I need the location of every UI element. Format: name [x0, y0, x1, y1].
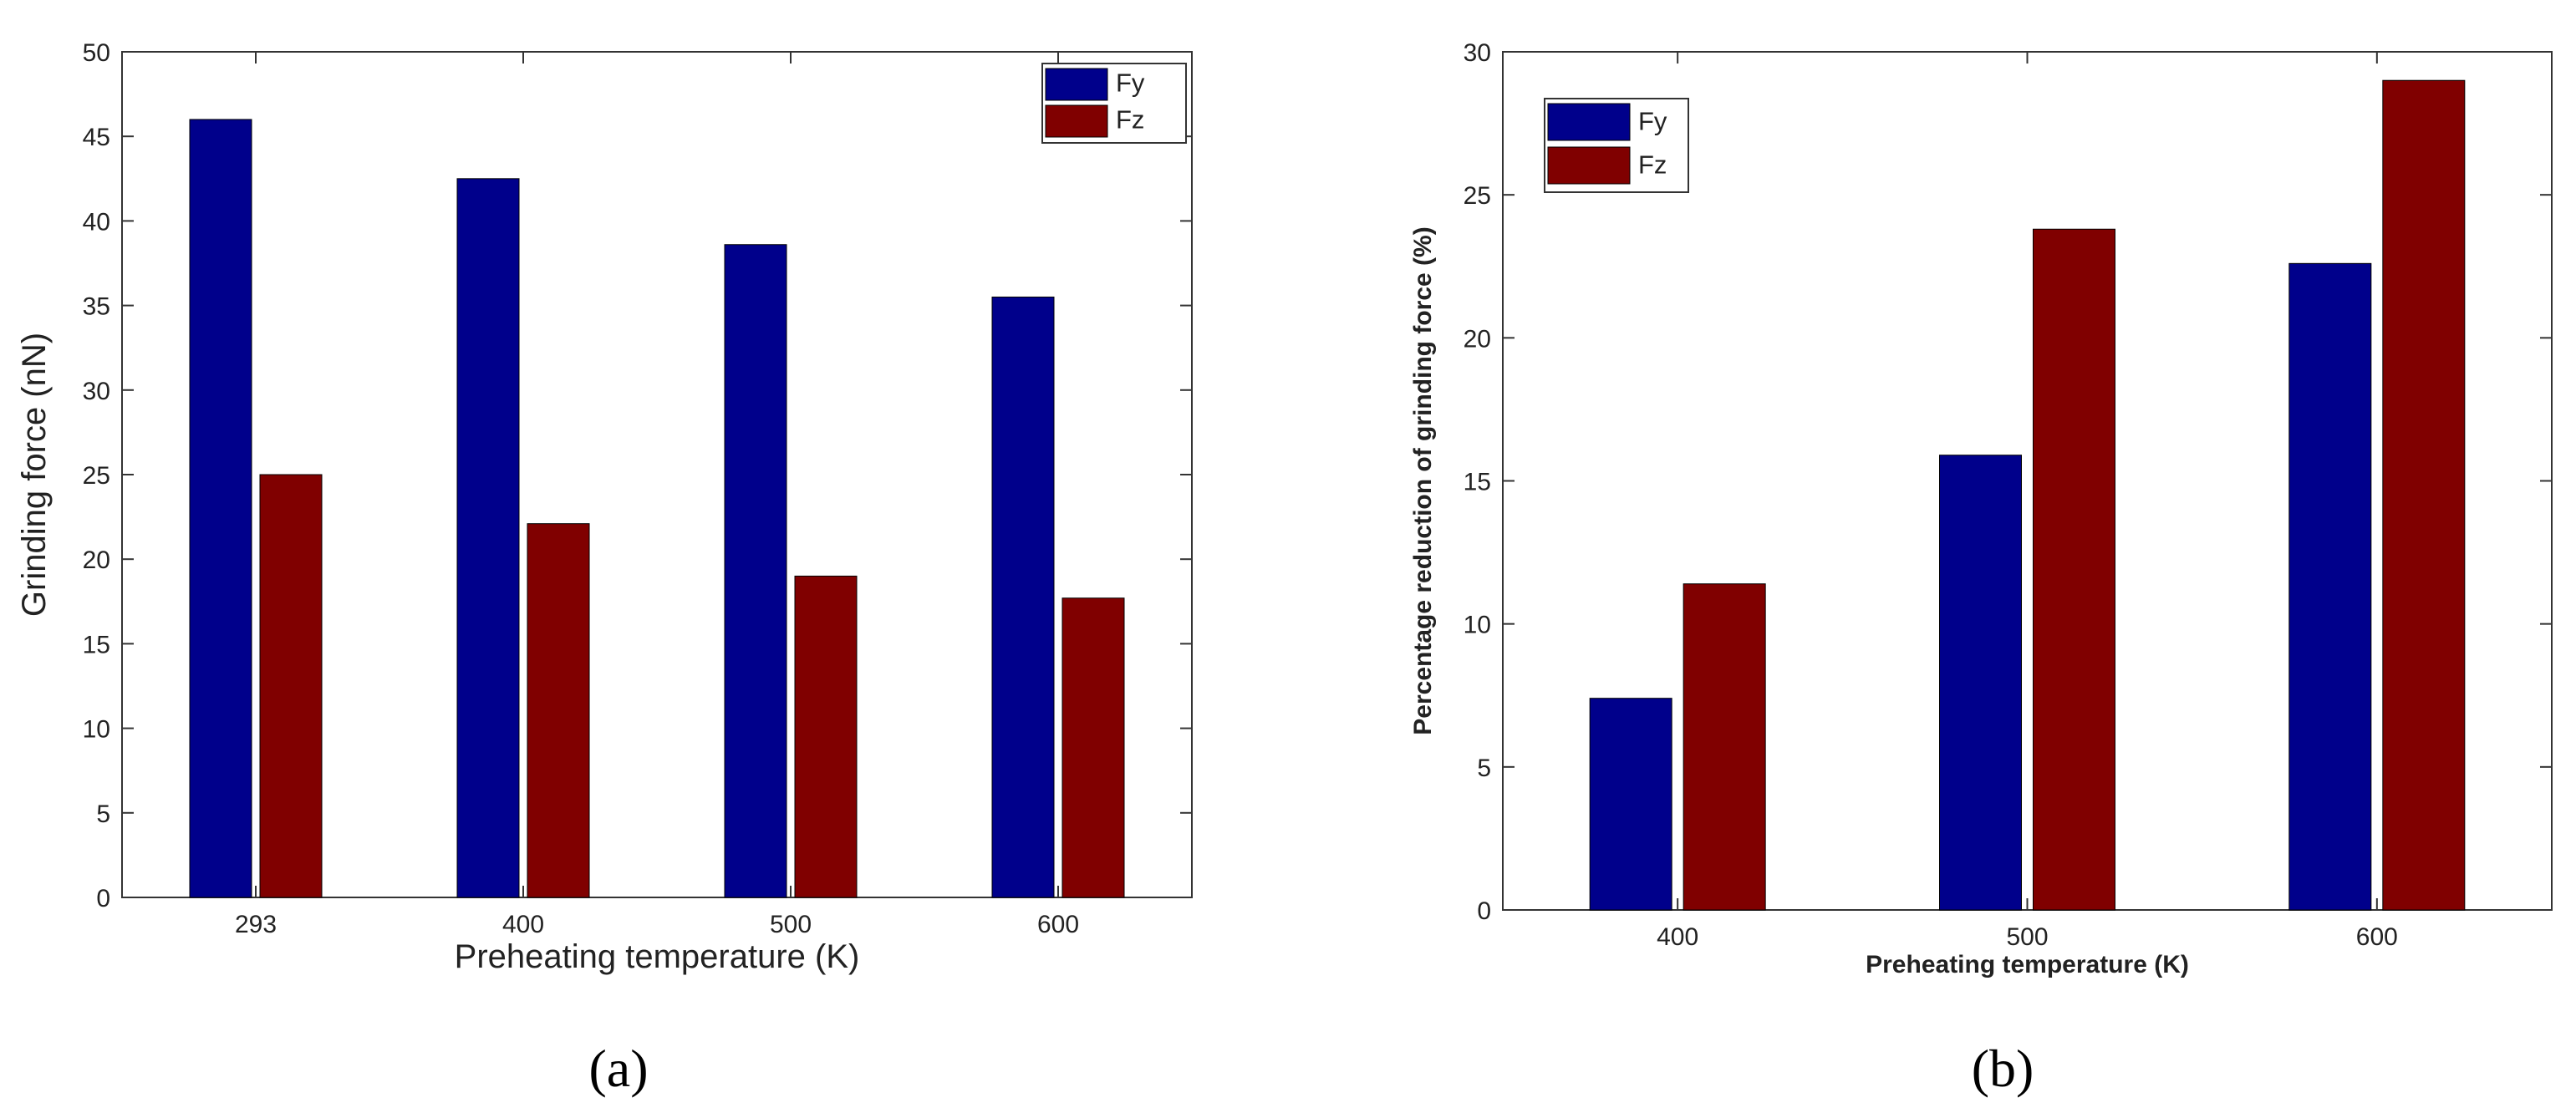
- x-tick-label: 400: [1657, 923, 1698, 951]
- bar-fy-600: [2288, 262, 2372, 911]
- chart-b: 0 5 10 15 20 25 30 400 500 600 Preheating temperat…: [1409, 39, 2553, 1098]
- x-tick-label: 500: [770, 911, 812, 938]
- y-tick-label: 30: [1464, 39, 1491, 67]
- y-tick-label: 50: [83, 39, 110, 67]
- y-axis-title: Percentage reduction of grinding force (…: [1409, 226, 1437, 734]
- y-tick-label: 25: [83, 462, 110, 490]
- bar-fz-500: [794, 575, 858, 898]
- x-tick-label: 400: [502, 911, 544, 938]
- legend-swatch-fy: [1547, 103, 1631, 141]
- bar-fy-500: [1939, 455, 2022, 911]
- y-tick-label: 35: [83, 293, 110, 321]
- y-tick-label: 10: [1464, 612, 1491, 639]
- chart-a: 0 5 10 15 20 25 30 35 40 45 50 293 400 500 600 Preheati…: [16, 39, 1193, 1098]
- bar-fz-500: [2033, 228, 2115, 911]
- y-tick-label: 5: [96, 800, 110, 828]
- panel-label: (b): [1972, 1039, 2034, 1098]
- y-tick-label: 20: [83, 546, 110, 574]
- y-tick-label: 40: [83, 208, 110, 236]
- y-tick-label: 30: [83, 378, 110, 405]
- x-axis-title: Preheating temperature (K): [1866, 951, 2189, 978]
- x-tick-label: 500: [2006, 923, 2048, 951]
- legend-swatch-fz: [1547, 146, 1631, 185]
- bar-fz-400: [1683, 583, 1766, 911]
- bar-fy-600: [991, 296, 1055, 898]
- y-tick-label: 15: [83, 631, 110, 658]
- bar-fz-293: [259, 474, 323, 898]
- y-tick-label: 15: [1464, 469, 1491, 496]
- y-tick-label: 10: [83, 716, 110, 744]
- y-tick-label: 25: [1464, 182, 1491, 210]
- y-tick-label: 0: [1477, 897, 1491, 925]
- bar-fy-400: [1589, 698, 1672, 911]
- x-tick-label: 293: [235, 911, 277, 938]
- y-tick-label: 0: [96, 885, 110, 912]
- legend-label-fy: Fy: [1638, 107, 1667, 136]
- legend-label-fz: Fz: [1638, 150, 1667, 180]
- bar-fy-500: [724, 244, 787, 898]
- bar-fz-600: [2382, 79, 2466, 911]
- bar-fz-600: [1061, 597, 1125, 898]
- x-tick-label: 600: [2356, 923, 2398, 951]
- legend-swatch-fz: [1045, 104, 1108, 138]
- legend-swatch-fy: [1045, 68, 1108, 101]
- y-tick-label: 5: [1477, 755, 1491, 782]
- panel-label: (a): [588, 1039, 648, 1098]
- y-axis-title: Grinding force (nN): [16, 333, 53, 617]
- bar-fz-400: [527, 523, 590, 898]
- y-tick-label: 45: [83, 124, 110, 151]
- bar-fy-400: [456, 178, 520, 898]
- x-axis-title: Preheating temperature (K): [455, 938, 860, 975]
- legend-label-fz: Fz: [1116, 104, 1144, 134]
- bar-fy-293: [189, 119, 252, 898]
- legend-label-fy: Fy: [1116, 68, 1145, 97]
- x-tick-label: 600: [1037, 911, 1079, 938]
- y-tick-label: 20: [1464, 325, 1491, 353]
